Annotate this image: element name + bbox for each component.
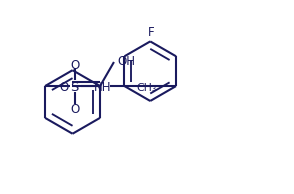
Text: S: S — [71, 81, 79, 94]
Text: O: O — [70, 59, 79, 72]
Text: F: F — [148, 26, 155, 39]
Text: NH: NH — [94, 81, 111, 94]
Text: CH₃: CH₃ — [136, 83, 156, 93]
Text: O: O — [70, 103, 79, 116]
Text: O: O — [60, 81, 69, 94]
Text: OH: OH — [118, 55, 136, 68]
